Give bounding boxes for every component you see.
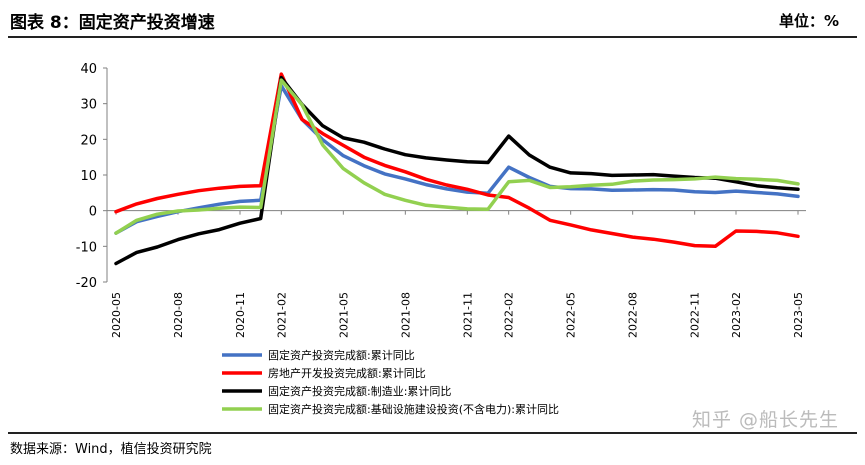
- x-tick-label: 2022-05: [565, 292, 578, 338]
- x-tick-label: 2022-11: [689, 292, 702, 338]
- y-tick-label: 20: [80, 133, 97, 148]
- legend-label-1: 固定资产投资完成额:累计同比: [268, 348, 415, 362]
- chart-legend: 固定资产投资完成额:累计同比房地产开发投资完成额:累计同比固定资产投资完成额:制…: [222, 348, 559, 416]
- y-tick-label: -20: [76, 276, 97, 291]
- x-tick-label: 2021-11: [461, 292, 474, 338]
- x-tick-label: 2021-08: [399, 292, 412, 338]
- x-tick-label: 2020-08: [172, 292, 185, 338]
- unit-label: 单位：%: [778, 12, 839, 30]
- bottom-rule: [8, 432, 857, 434]
- y-tick-label: 0: [89, 205, 97, 220]
- chart-series: [114, 72, 800, 266]
- y-tick-label: 40: [80, 62, 97, 77]
- x-tick-label: 2023-05: [792, 292, 805, 338]
- top-rule: [8, 36, 857, 38]
- x-tick-label: 2022-02: [503, 292, 516, 338]
- legend-label-4: 固定资产投资完成额:基础设施建设投资(不含电力):累计同比: [268, 402, 559, 416]
- chart-axes: -20 -10 0 10 20 30 40 2020-05 2020-08 2020-11 2021…: [76, 62, 806, 338]
- legend-label-2: 房地产开发投资完成额:累计同比: [268, 366, 426, 380]
- series-line-4: [114, 78, 800, 235]
- x-tick-label: 2021-05: [337, 292, 350, 338]
- y-tick-label: 30: [80, 98, 97, 113]
- chart-title: 图表 8：固定资产投资增速: [10, 13, 215, 33]
- y-tick-label: 10: [80, 169, 97, 184]
- series-line-3: [114, 75, 800, 266]
- series-line-2: [114, 72, 800, 249]
- x-tick-label: 2020-11: [234, 292, 247, 338]
- watermark-text: 知乎 @船长先生: [691, 409, 839, 431]
- x-tick-label: 2021-02: [275, 292, 288, 338]
- x-tick-label: 2023-02: [730, 292, 743, 338]
- series-line-1: [114, 84, 800, 235]
- source-note: 数据来源：Wind，植信投资研究院: [10, 442, 212, 457]
- x-tick-label: 2020-05: [110, 292, 123, 338]
- y-tick-label: -10: [76, 240, 97, 255]
- legend-label-3: 固定资产投资完成额:制造业:累计同比: [268, 384, 451, 398]
- x-tick-label: 2022-08: [627, 292, 640, 338]
- line-chart: -20 -10 0 10 20 30 40 2020-05 2020-08 2020-11 2021…: [76, 62, 806, 416]
